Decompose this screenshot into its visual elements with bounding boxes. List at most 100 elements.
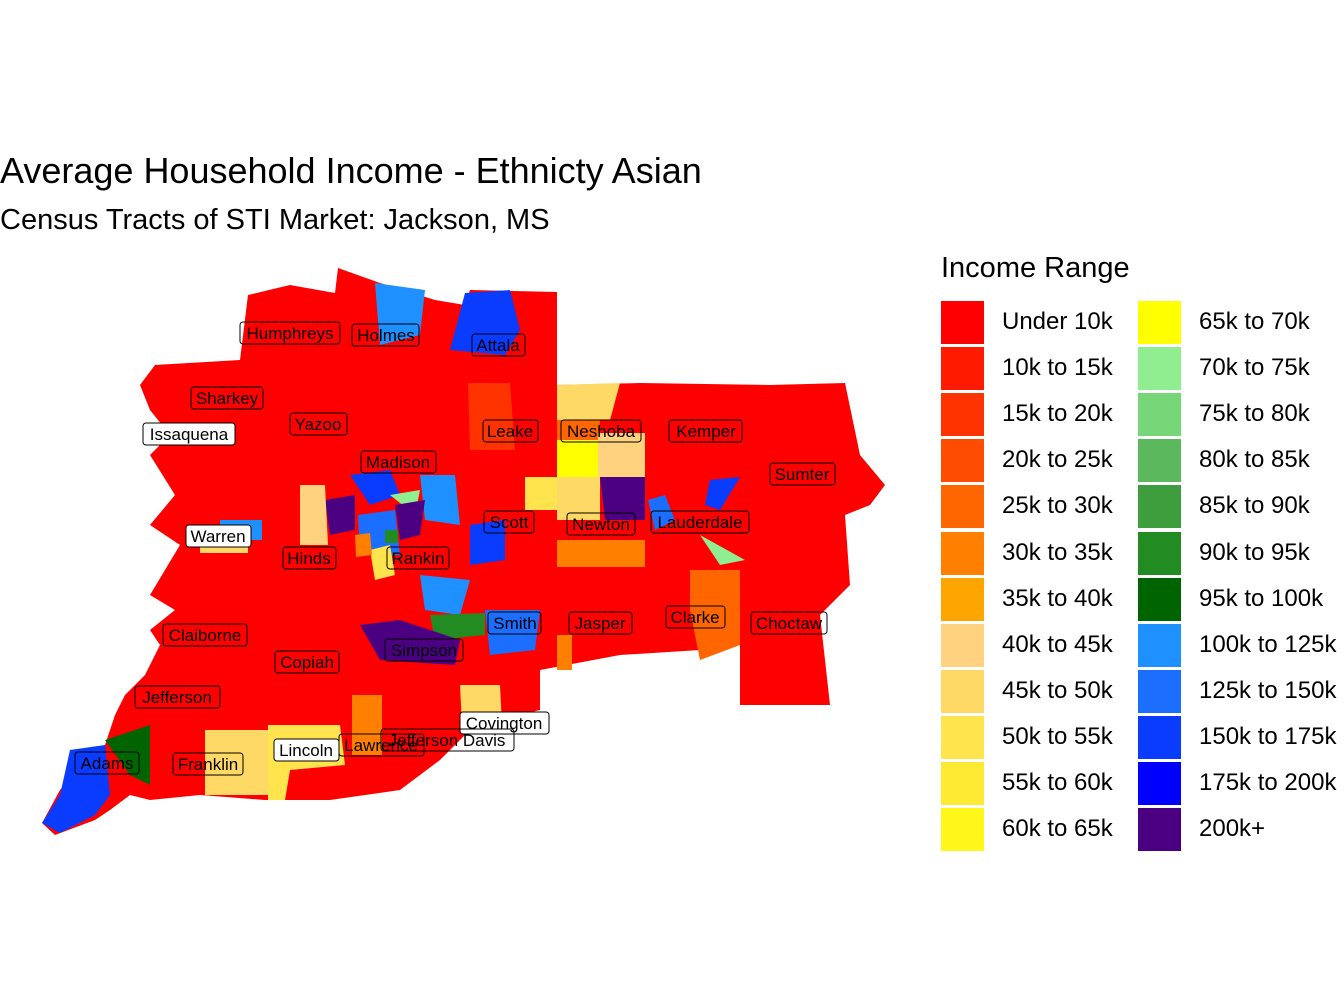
county-label-holmes: Holmes: [351, 323, 420, 347]
legend-swatch: [941, 669, 984, 713]
tract-jackson-purple: [395, 500, 425, 540]
svg-text:Warren: Warren: [190, 527, 245, 546]
legend-label: 65k to 70k: [1199, 308, 1310, 335]
svg-text:Copiah: Copiah: [280, 653, 334, 672]
tract-smith-blue: [485, 610, 540, 655]
county-label-adams: Adams: [74, 751, 140, 775]
legend-swatch: [1138, 485, 1181, 529]
svg-text:Choctaw: Choctaw: [756, 614, 823, 633]
legend-label: 175k to 200k: [1199, 769, 1337, 796]
legend-swatch: [941, 808, 984, 852]
tract-rankin-blue: [420, 575, 470, 615]
tract-hinds-tan: [300, 485, 328, 545]
legend-item: 70k to 75k: [1138, 346, 1341, 392]
county-label-copiah: Copiah: [274, 650, 340, 674]
svg-text:Leake: Leake: [487, 422, 533, 441]
legend-label: 80k to 85k: [1199, 446, 1310, 474]
legend-label: 150k to 175k: [1199, 722, 1337, 750]
legend-item: 100k to 125k: [1138, 623, 1341, 669]
legend-item: 30k to 35k: [941, 531, 1144, 577]
legend-label: 40k to 45k: [1002, 630, 1113, 658]
legend-label: 70k to 75k: [1199, 354, 1310, 382]
svg-text:Jefferson: Jefferson: [142, 688, 212, 707]
legend-swatch: [1138, 715, 1181, 759]
legend-item: 65k to 70k: [1138, 300, 1341, 346]
svg-text:Jefferson Davis: Jefferson Davis: [389, 731, 506, 750]
legend-item: 20k to 25k: [941, 438, 1144, 484]
legend-swatch: [1138, 347, 1181, 391]
legend-item: 85k to 90k: [1138, 484, 1341, 530]
legend-item: 200k+: [1138, 807, 1341, 853]
svg-text:Holmes: Holmes: [357, 326, 415, 345]
county-label-warren: Warren: [185, 524, 252, 548]
legend-item: 75k to 80k: [1138, 392, 1341, 438]
county-label-humphreys: Humphreys: [239, 321, 341, 345]
county-label-rankin: Rankin: [386, 546, 450, 570]
legend-label: 20k to 25k: [1002, 446, 1113, 474]
legend-swatch: [1138, 439, 1181, 483]
county-label-kemper: Kemper: [668, 419, 743, 443]
legend-swatch: [1138, 577, 1181, 621]
legend-swatch: [1138, 623, 1181, 667]
tract-holmes: [375, 283, 425, 345]
county-label-attala: Attala: [471, 333, 526, 357]
tract-lincoln-tan: [205, 730, 268, 795]
county-label-leake: Leake: [482, 419, 539, 443]
tract-madison-lightblue: [420, 475, 460, 525]
svg-text:Lawrence: Lawrence: [344, 736, 418, 755]
county-label-jasper: Jasper: [568, 611, 633, 635]
svg-text:Rankin: Rankin: [392, 549, 445, 568]
choropleth-map: Humphreys Holmes Attala Sharkey Yazoo Is…: [42, 268, 885, 835]
legend-swatch: [1138, 808, 1181, 852]
tract-newton-purple: [600, 477, 645, 520]
tract-newton-orange: [557, 540, 645, 567]
legend-item: 45k to 50k: [941, 669, 1144, 715]
legend-item: Under 10k: [941, 300, 1144, 346]
county-label-issaquena: Issaquena: [142, 422, 236, 446]
legend-item: 60k to 65k: [941, 807, 1144, 853]
tract-smith-green: [430, 613, 485, 640]
county-label-yazoo: Yazoo: [289, 412, 348, 436]
legend-item: 95k to 100k: [1138, 577, 1341, 623]
legend-swatch: [1138, 393, 1181, 437]
legend-label: 75k to 80k: [1199, 400, 1310, 428]
legend-label: 30k to 35k: [1002, 538, 1113, 566]
legend-label: 10k to 15k: [1002, 354, 1113, 382]
legend-label: 85k to 90k: [1199, 492, 1310, 520]
county-label-jefferson-davis: Jefferson Davis: [380, 728, 515, 752]
legend-label: 95k to 100k: [1199, 584, 1324, 612]
tract-scott-blue: [470, 520, 505, 565]
svg-text:Covington: Covington: [466, 714, 543, 733]
legend-swatch: [941, 531, 984, 575]
svg-text:Smith: Smith: [493, 614, 536, 633]
legend-item: 40k to 45k: [941, 623, 1144, 669]
legend-item: 50k to 55k: [941, 715, 1144, 761]
legend-swatch: [941, 485, 984, 529]
legend-item: 55k to 60k: [941, 761, 1144, 807]
svg-text:Adams: Adams: [81, 754, 134, 773]
legend-swatch: [941, 577, 984, 621]
county-label-simpson: Simpson: [384, 638, 464, 662]
svg-text:Lauderdale: Lauderdale: [657, 513, 742, 532]
market-region: [42, 268, 885, 835]
svg-text:Issaquena: Issaquena: [150, 425, 229, 444]
county-label-sharkey: Sharkey: [190, 386, 264, 410]
svg-text:Neshoba: Neshoba: [567, 422, 636, 441]
svg-text:Yazoo: Yazoo: [295, 415, 342, 434]
svg-text:Newton: Newton: [572, 515, 630, 534]
legend-item: 150k to 175k: [1138, 715, 1341, 761]
legend-label: 45k to 50k: [1002, 676, 1113, 704]
legend-label: 125k to 150k: [1199, 676, 1337, 704]
tract-adams-blue: [42, 745, 110, 833]
tract-madison-blue: [350, 470, 400, 505]
tract-lauderdale-blue: [648, 495, 675, 530]
legend-label: 50k to 55k: [1002, 722, 1113, 750]
map-subtitle: Census Tracts of STI Market: Jackson, MS: [0, 204, 550, 236]
svg-text:Simpson: Simpson: [391, 641, 457, 660]
tract-madison-purple: [325, 495, 355, 535]
county-label-lincoln: Lincoln: [273, 738, 340, 762]
legend-swatch: [941, 301, 984, 344]
tract-attala: [450, 290, 520, 355]
svg-text:Sharkey: Sharkey: [196, 389, 259, 408]
legend-item: 25k to 30k: [941, 484, 1144, 530]
